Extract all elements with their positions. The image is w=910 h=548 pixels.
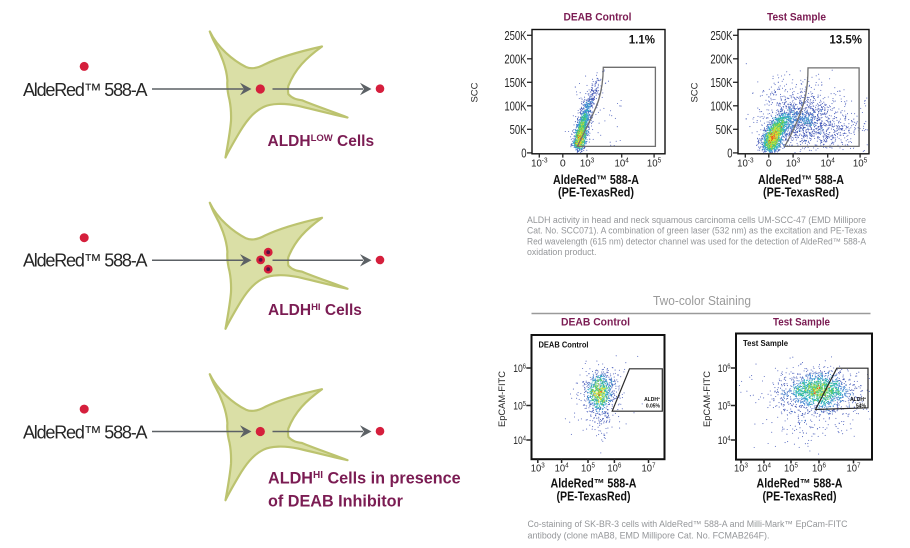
svg-text:0.05%: 0.05% (646, 404, 661, 410)
svg-text:104: 104 (821, 157, 836, 169)
svg-text:EpCAM-FITC: EpCAM-FITC (702, 371, 712, 427)
svg-text:DEAB Control: DEAB Control (561, 317, 630, 329)
svg-text:DEAB Control: DEAB Control (564, 12, 632, 24)
svg-text:107: 107 (847, 462, 861, 474)
svg-text:200K: 200K (504, 53, 527, 67)
svg-text:104: 104 (718, 435, 731, 447)
svg-text:100K: 100K (504, 100, 527, 114)
svg-text:antibody (clone mAB8, EMD Mill: antibody (clone mAB8, EMD Millipore Cat.… (528, 530, 770, 540)
svg-text:250K: 250K (504, 30, 527, 44)
svg-text:of DEAB Inhibitor: of DEAB Inhibitor (268, 493, 404, 511)
svg-text:SCC: SCC (469, 82, 480, 102)
svg-text:Red wavelength (615 nm) detect: Red wavelength (615 nm) detector channel… (527, 236, 866, 246)
svg-text:EpCAM-FITC: EpCAM-FITC (497, 371, 507, 427)
svg-text:Test Sample: Test Sample (767, 12, 826, 24)
svg-text:Two-color Staining: Two-color Staining (653, 294, 751, 308)
svg-text:105: 105 (647, 157, 662, 169)
svg-text:150K: 150K (710, 77, 733, 91)
svg-text:50K: 50K (510, 124, 527, 138)
svg-text:1.1%: 1.1% (629, 35, 655, 47)
svg-text:103: 103 (786, 157, 801, 169)
svg-text:103: 103 (580, 157, 595, 169)
svg-text:106: 106 (718, 363, 731, 375)
svg-text:10-3: 10-3 (531, 157, 548, 169)
svg-text:105: 105 (718, 400, 731, 412)
svg-text:Cat. No. SCC071). A combinati: Cat. No. SCC071). A combination of green… (527, 226, 868, 236)
svg-text:10-3: 10-3 (737, 157, 754, 169)
svg-text:AldeRed™ 588-A: AldeRed™ 588-A (553, 173, 639, 187)
svg-text:50K: 50K (716, 124, 733, 138)
svg-text:(PE-TexasRed): (PE-TexasRed) (557, 490, 631, 504)
svg-text:ALDHHI Cells: ALDHHI Cells (268, 302, 362, 319)
svg-text:106: 106 (812, 462, 826, 474)
svg-text:AldeRed™ 588-A: AldeRed™ 588-A (758, 173, 844, 187)
svg-text:AldeRed™ 588-A: AldeRed™ 588-A (23, 250, 148, 270)
svg-text:DEAB Control: DEAB Control (539, 340, 589, 350)
svg-text:0: 0 (727, 147, 732, 161)
svg-text:Test Sample: Test Sample (743, 338, 788, 348)
svg-text:ALDH activity in head and neck: ALDH activity in head and neck squamous … (527, 215, 866, 225)
svg-text:(PE-TexasRed): (PE-TexasRed) (763, 490, 837, 504)
svg-text:ALDHLOW Cells: ALDHLOW Cells (268, 133, 375, 150)
svg-text:104: 104 (757, 462, 771, 474)
svg-text:13.5%: 13.5% (829, 35, 862, 47)
svg-text:103: 103 (531, 462, 545, 474)
svg-text:AldeRed™ 588-A: AldeRed™ 588-A (23, 423, 148, 443)
svg-text:AldeRed™ 588-A: AldeRed™ 588-A (551, 477, 637, 491)
svg-text:Co-staining of SK-BR-3 cells w: Co-staining of SK-BR-3 cells with AldeRe… (528, 519, 849, 529)
svg-text:AldeRed™ 588-A: AldeRed™ 588-A (757, 477, 843, 491)
svg-text:SCC: SCC (689, 82, 700, 102)
svg-text:(PE-TexasRed): (PE-TexasRed) (763, 186, 839, 200)
svg-text:105: 105 (581, 462, 595, 474)
svg-text:105: 105 (513, 400, 526, 412)
svg-text:104: 104 (555, 462, 569, 474)
svg-text:200K: 200K (710, 53, 733, 67)
svg-text:ALDHHI Cells in presence: ALDHHI Cells in presence (268, 470, 461, 488)
svg-text:(PE-TexasRed): (PE-TexasRed) (558, 186, 634, 200)
svg-text:104: 104 (615, 157, 630, 169)
svg-text:ALDH+: ALDH+ (850, 397, 866, 404)
svg-text:103: 103 (734, 462, 748, 474)
svg-text:100K: 100K (710, 100, 733, 114)
svg-text:0: 0 (521, 147, 526, 161)
svg-text:250K: 250K (710, 30, 733, 44)
svg-text:ALDH+: ALDH+ (644, 397, 660, 404)
svg-text:105: 105 (853, 157, 868, 169)
svg-text:150K: 150K (504, 77, 527, 91)
svg-text:oxidation product.: oxidation product. (527, 247, 596, 257)
svg-text:104: 104 (513, 435, 526, 447)
svg-text:AldeRed™ 588-A: AldeRed™ 588-A (23, 80, 148, 100)
svg-text:Test Sample: Test Sample (773, 317, 830, 329)
svg-text:0: 0 (560, 157, 566, 169)
svg-text:107: 107 (642, 462, 656, 474)
svg-text:106: 106 (513, 363, 526, 375)
svg-text:105: 105 (784, 462, 798, 474)
svg-text:0: 0 (766, 157, 772, 169)
svg-text:106: 106 (607, 462, 621, 474)
svg-text:54%: 54% (856, 404, 867, 410)
